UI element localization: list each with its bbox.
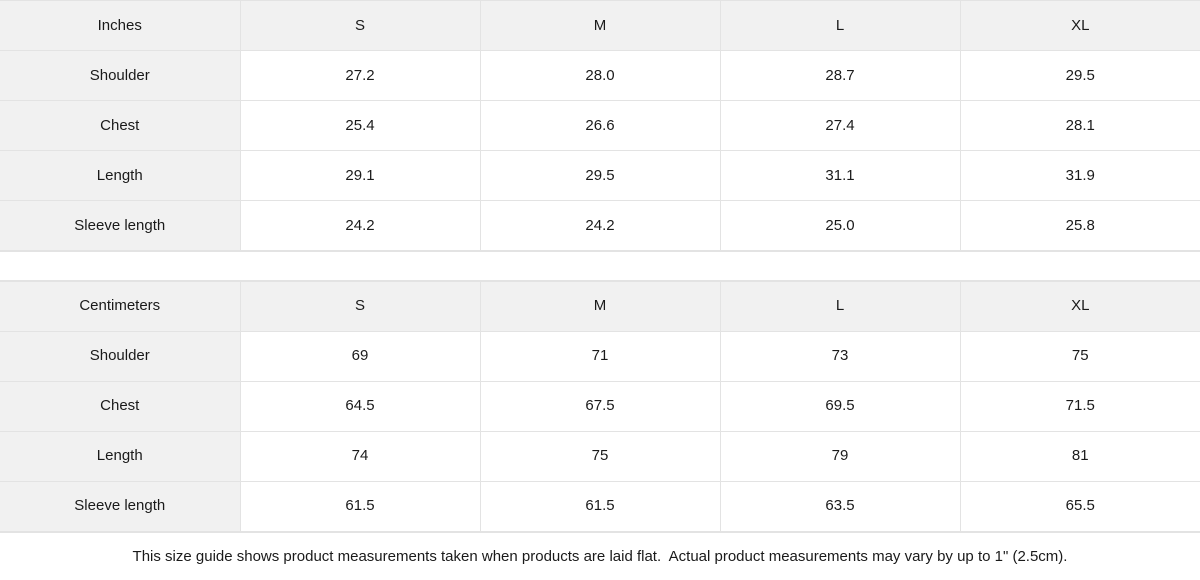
size-table-inches-body: Shoulder 27.2 28.0 28.7 29.5 Chest 25.4 … bbox=[0, 50, 1200, 251]
cell-sleeve-length-m: 24.2 bbox=[480, 200, 721, 251]
cell-chest-m: 26.6 bbox=[480, 100, 721, 151]
cell-sleeve-length-l: 25.0 bbox=[720, 200, 961, 251]
row-label-length: Length bbox=[0, 150, 241, 201]
row-label-length: Length bbox=[0, 430, 241, 482]
column-header-size-s: S bbox=[240, 280, 481, 332]
table-header-row: Centimeters S M L XL bbox=[0, 280, 1200, 332]
cell-shoulder-xl: 29.5 bbox=[960, 50, 1200, 101]
unit-label-centimeters: Centimeters bbox=[0, 280, 241, 332]
cell-length-s: 74 bbox=[240, 430, 481, 482]
cell-length-xl: 81 bbox=[960, 430, 1200, 482]
size-table-centimeters: Centimeters S M L XL Shoulder 69 71 73 7… bbox=[0, 280, 1200, 532]
cell-length-l: 79 bbox=[720, 430, 961, 482]
row-label-shoulder: Shoulder bbox=[0, 50, 241, 101]
table-row: Chest 25.4 26.6 27.4 28.1 bbox=[0, 100, 1200, 151]
column-header-size-m: M bbox=[480, 0, 721, 51]
cell-length-s: 29.1 bbox=[240, 150, 481, 201]
cell-shoulder-l: 28.7 bbox=[720, 50, 961, 101]
cell-chest-s: 25.4 bbox=[240, 100, 481, 151]
size-guide-footnote: This size guide shows product measuremen… bbox=[0, 531, 1200, 580]
row-label-chest: Chest bbox=[0, 100, 241, 151]
cell-shoulder-s: 69 bbox=[240, 330, 481, 382]
cell-shoulder-l: 73 bbox=[720, 330, 961, 382]
cell-chest-xl: 28.1 bbox=[960, 100, 1200, 151]
row-label-chest: Chest bbox=[0, 380, 241, 432]
table-row: Sleeve length 24.2 24.2 25.0 25.8 bbox=[0, 200, 1200, 251]
column-header-size-l: L bbox=[720, 280, 961, 332]
cell-length-m: 29.5 bbox=[480, 150, 721, 201]
cell-chest-l: 27.4 bbox=[720, 100, 961, 151]
cell-chest-m: 67.5 bbox=[480, 380, 721, 432]
row-label-sleeve-length: Sleeve length bbox=[0, 200, 241, 251]
table-row: Shoulder 27.2 28.0 28.7 29.5 bbox=[0, 50, 1200, 101]
column-header-size-m: M bbox=[480, 280, 721, 332]
cell-sleeve-length-s: 61.5 bbox=[240, 480, 481, 532]
size-table-inches-head: Inches S M L XL bbox=[0, 0, 1200, 51]
cell-sleeve-length-xl: 25.8 bbox=[960, 200, 1200, 251]
cell-chest-s: 64.5 bbox=[240, 380, 481, 432]
cell-sleeve-length-m: 61.5 bbox=[480, 480, 721, 532]
cell-chest-l: 69.5 bbox=[720, 380, 961, 432]
size-table-inches: Inches S M L XL Shoulder 27.2 28.0 28.7 … bbox=[0, 0, 1200, 251]
cell-length-xl: 31.9 bbox=[960, 150, 1200, 201]
row-label-shoulder: Shoulder bbox=[0, 330, 241, 382]
cell-shoulder-s: 27.2 bbox=[240, 50, 481, 101]
cell-shoulder-m: 71 bbox=[480, 330, 721, 382]
cell-length-l: 31.1 bbox=[720, 150, 961, 201]
size-table-centimeters-head: Centimeters S M L XL bbox=[0, 280, 1200, 332]
unit-label-inches: Inches bbox=[0, 0, 241, 51]
table-row: Length 29.1 29.5 31.1 31.9 bbox=[0, 150, 1200, 201]
table-row: Sleeve length 61.5 61.5 63.5 65.5 bbox=[0, 480, 1200, 532]
table-row: Length 74 75 79 81 bbox=[0, 430, 1200, 482]
row-label-sleeve-length: Sleeve length bbox=[0, 480, 241, 532]
table-row: Shoulder 69 71 73 75 bbox=[0, 330, 1200, 382]
cell-sleeve-length-s: 24.2 bbox=[240, 200, 481, 251]
cell-length-m: 75 bbox=[480, 430, 721, 482]
cell-shoulder-xl: 75 bbox=[960, 330, 1200, 382]
table-header-row: Inches S M L XL bbox=[0, 0, 1200, 51]
cell-chest-xl: 71.5 bbox=[960, 380, 1200, 432]
column-header-size-xl: XL bbox=[960, 280, 1200, 332]
cell-sleeve-length-l: 63.5 bbox=[720, 480, 961, 532]
cell-shoulder-m: 28.0 bbox=[480, 50, 721, 101]
column-header-size-s: S bbox=[240, 0, 481, 51]
column-header-size-xl: XL bbox=[960, 0, 1200, 51]
cell-sleeve-length-xl: 65.5 bbox=[960, 480, 1200, 532]
table-row: Chest 64.5 67.5 69.5 71.5 bbox=[0, 380, 1200, 432]
column-header-size-l: L bbox=[720, 0, 961, 51]
table-spacer bbox=[0, 251, 1200, 281]
size-table-centimeters-body: Shoulder 69 71 73 75 Chest 64.5 67.5 69.… bbox=[0, 330, 1200, 532]
